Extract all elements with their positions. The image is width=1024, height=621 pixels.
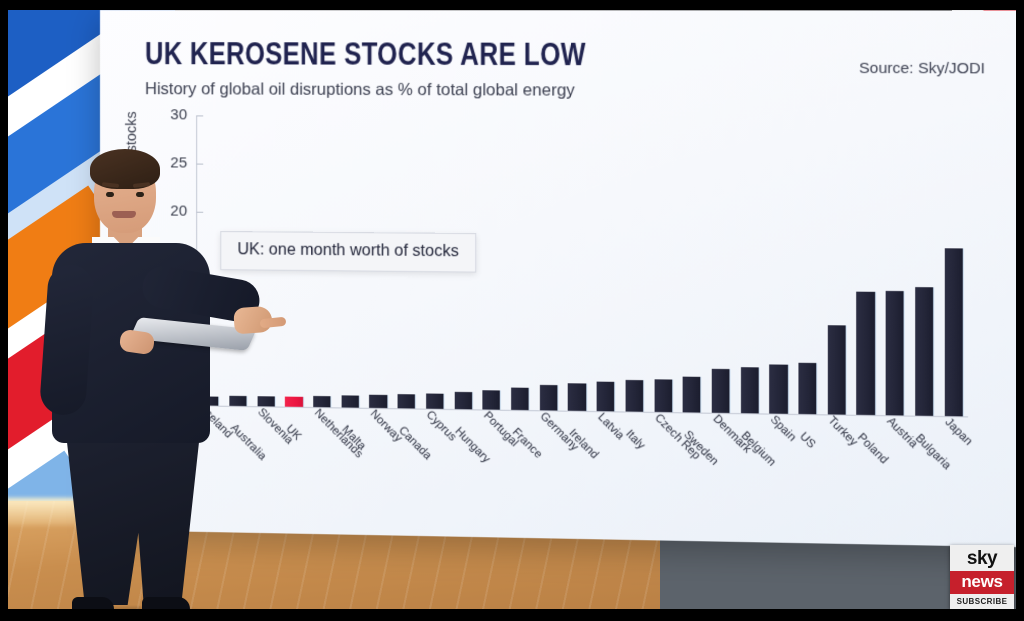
bar-group[interactable]: US — [793, 118, 822, 451]
bar-group[interactable]: Czech Rep — [649, 117, 703, 462]
bar-group[interactable]: Germany — [534, 117, 581, 453]
bar-group[interactable]: Austria — [880, 118, 919, 450]
bar-group[interactable]: France — [506, 117, 544, 461]
bar-sweden[interactable] — [682, 376, 701, 413]
x-tick-label: Italy — [623, 427, 648, 452]
bar-poland[interactable] — [856, 291, 875, 416]
presenter-legs — [66, 433, 200, 605]
x-tick-label: Canada — [395, 424, 434, 463]
bar-latvia[interactable] — [596, 381, 615, 412]
uk-annotation-callout: UK: one month worth of stocks — [220, 230, 477, 273]
presenter-mouth — [112, 211, 136, 218]
bar-group[interactable]: Sweden — [677, 117, 720, 468]
bar-group[interactable]: Portugal — [477, 117, 521, 449]
bar-group[interactable]: Spain — [764, 118, 798, 444]
bar-group[interactable]: Denmark — [706, 118, 753, 456]
bar-group[interactable]: Japan — [939, 119, 975, 448]
bar-germany[interactable] — [539, 384, 558, 411]
x-tick-label: Turkey — [825, 414, 861, 449]
bar-group[interactable]: Ireland — [563, 117, 601, 461]
letterbox-left — [0, 0, 8, 621]
bar-group[interactable]: Bulgaria — [909, 118, 954, 472]
x-tick-label: Latvia — [594, 411, 626, 443]
x-tick-label: Spain — [767, 413, 799, 444]
bar-group[interactable]: Turkey — [822, 118, 860, 449]
sky-news-watermark: sky news SUBSCRIBE — [950, 545, 1014, 609]
bar-canada[interactable] — [397, 393, 416, 409]
bar-spain[interactable] — [769, 364, 788, 414]
x-tick-label: Norway — [367, 407, 405, 445]
x-tick-label: Hungary — [452, 425, 493, 466]
bar-japan[interactable] — [944, 248, 963, 417]
presenter-eye-left — [106, 192, 114, 197]
y-tick-label: 30 — [170, 106, 188, 124]
bar-czech-rep[interactable] — [654, 379, 672, 413]
bar-france[interactable] — [511, 387, 529, 411]
bar-slovenia[interactable] — [257, 396, 275, 407]
bar-hungary[interactable] — [454, 391, 472, 410]
x-tick-label: Austria — [883, 415, 920, 451]
x-tick-label: Poland — [854, 431, 891, 467]
bar-austria[interactable] — [885, 290, 904, 416]
watermark-news-label: news — [950, 571, 1014, 594]
letterbox-bottom — [0, 609, 1024, 621]
presenter-figure — [38, 149, 287, 621]
x-tick-label: Cyprus — [424, 408, 460, 444]
bar-group[interactable]: Poland — [851, 118, 890, 466]
page-title: UK KEROSENE STOCKS ARE LOW — [144, 36, 586, 73]
bar-group[interactable]: Italy — [620, 117, 649, 452]
x-tick-label: Japan — [942, 416, 975, 448]
bar-cyprus[interactable] — [425, 393, 444, 409]
subscribe-button[interactable]: SUBSCRIBE — [950, 594, 1014, 609]
bar-turkey[interactable] — [827, 325, 846, 415]
letterbox-right — [1016, 0, 1024, 621]
bar-portugal[interactable] — [482, 389, 501, 410]
bar-netherlands[interactable] — [313, 396, 331, 408]
bar-norway[interactable] — [369, 394, 388, 409]
presenter-eye-right — [136, 192, 144, 197]
bar-bulgaria[interactable] — [915, 286, 934, 416]
bar-belgium[interactable] — [740, 366, 759, 414]
bar-us[interactable] — [798, 362, 817, 415]
chart-source-credit: Source: Sky/JODI — [859, 59, 986, 78]
x-tick-label: Bulgaria — [913, 432, 954, 473]
bar-group[interactable]: Belgium — [735, 118, 778, 469]
bar-italy[interactable] — [625, 380, 644, 412]
x-tick-label: US — [796, 430, 818, 451]
bar-malta[interactable] — [341, 395, 359, 408]
bar-denmark[interactable] — [711, 368, 730, 414]
bar-group[interactable]: Latvia — [591, 117, 626, 442]
bar-ireland[interactable] — [568, 383, 586, 411]
letterbox-top — [0, 0, 1024, 10]
chart-subtitle: History of global oil disruptions as % o… — [144, 80, 575, 100]
watermark-sky-label: sky — [950, 545, 1014, 571]
bar-uk[interactable] — [285, 396, 303, 407]
